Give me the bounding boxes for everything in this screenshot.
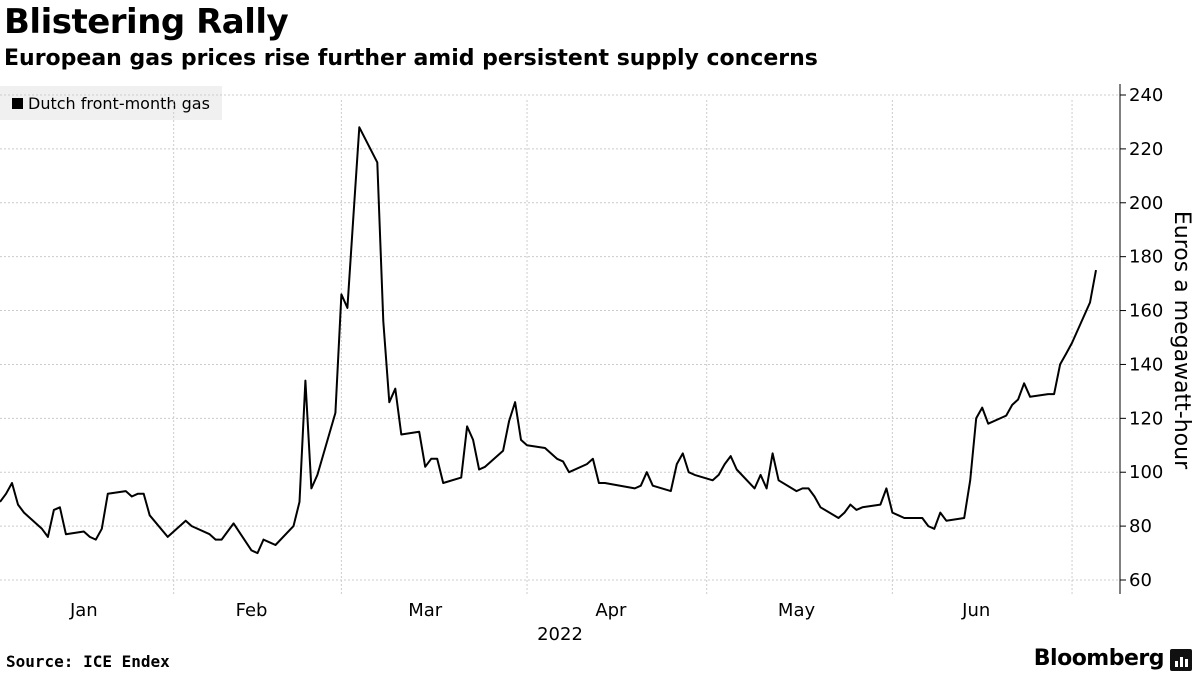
y-tick-label: 80 (1129, 516, 1152, 537)
bloomberg-terminal-icon (1170, 649, 1192, 671)
x-tick-label-feb: Feb (236, 600, 268, 621)
series-line-dutch-front-month-gas (0, 126, 1097, 555)
y-tick-label: 200 (1129, 193, 1163, 214)
x-tick-label-jun: Jun (961, 600, 990, 621)
y-axis-ticks: 60 80 100 120 140 160 180 200 220 240 (1120, 85, 1163, 591)
y-tick-label: 160 (1129, 301, 1163, 322)
x-tick-label-mar: Mar (408, 600, 443, 621)
chart-subtitle: European gas prices rise further amid pe… (4, 46, 818, 71)
y-tick-label: 100 (1129, 462, 1163, 483)
chart-title: Blistering Rally (4, 2, 289, 42)
y-axis-title: Euros a megawatt-hour (1169, 211, 1194, 470)
y-tick-label: 120 (1129, 408, 1163, 429)
chart-legend: Dutch front-month gas (0, 86, 222, 120)
brand-logo-text: Bloomberg (1033, 646, 1165, 671)
x-axis-year-label: 2022 (537, 624, 583, 645)
legend-swatch (12, 97, 23, 109)
y-tick-label: 60 (1129, 570, 1152, 591)
source-note: Source: ICE Endex (6, 652, 170, 671)
legend-label: Dutch front-month gas (28, 93, 210, 113)
x-tick-label-apr: Apr (595, 600, 627, 621)
x-tick-label-jan: Jan (69, 600, 98, 621)
x-tick-label-may: May (778, 600, 816, 621)
y-tick-label: 220 (1129, 139, 1163, 160)
y-tick-label: 140 (1129, 354, 1163, 375)
x-axis-labels: Jan Feb Mar Apr May Jun (69, 600, 990, 621)
gridlines (0, 94, 1120, 581)
y-tick-label: 180 (1129, 247, 1163, 268)
y-tick-label: 240 (1129, 85, 1163, 106)
